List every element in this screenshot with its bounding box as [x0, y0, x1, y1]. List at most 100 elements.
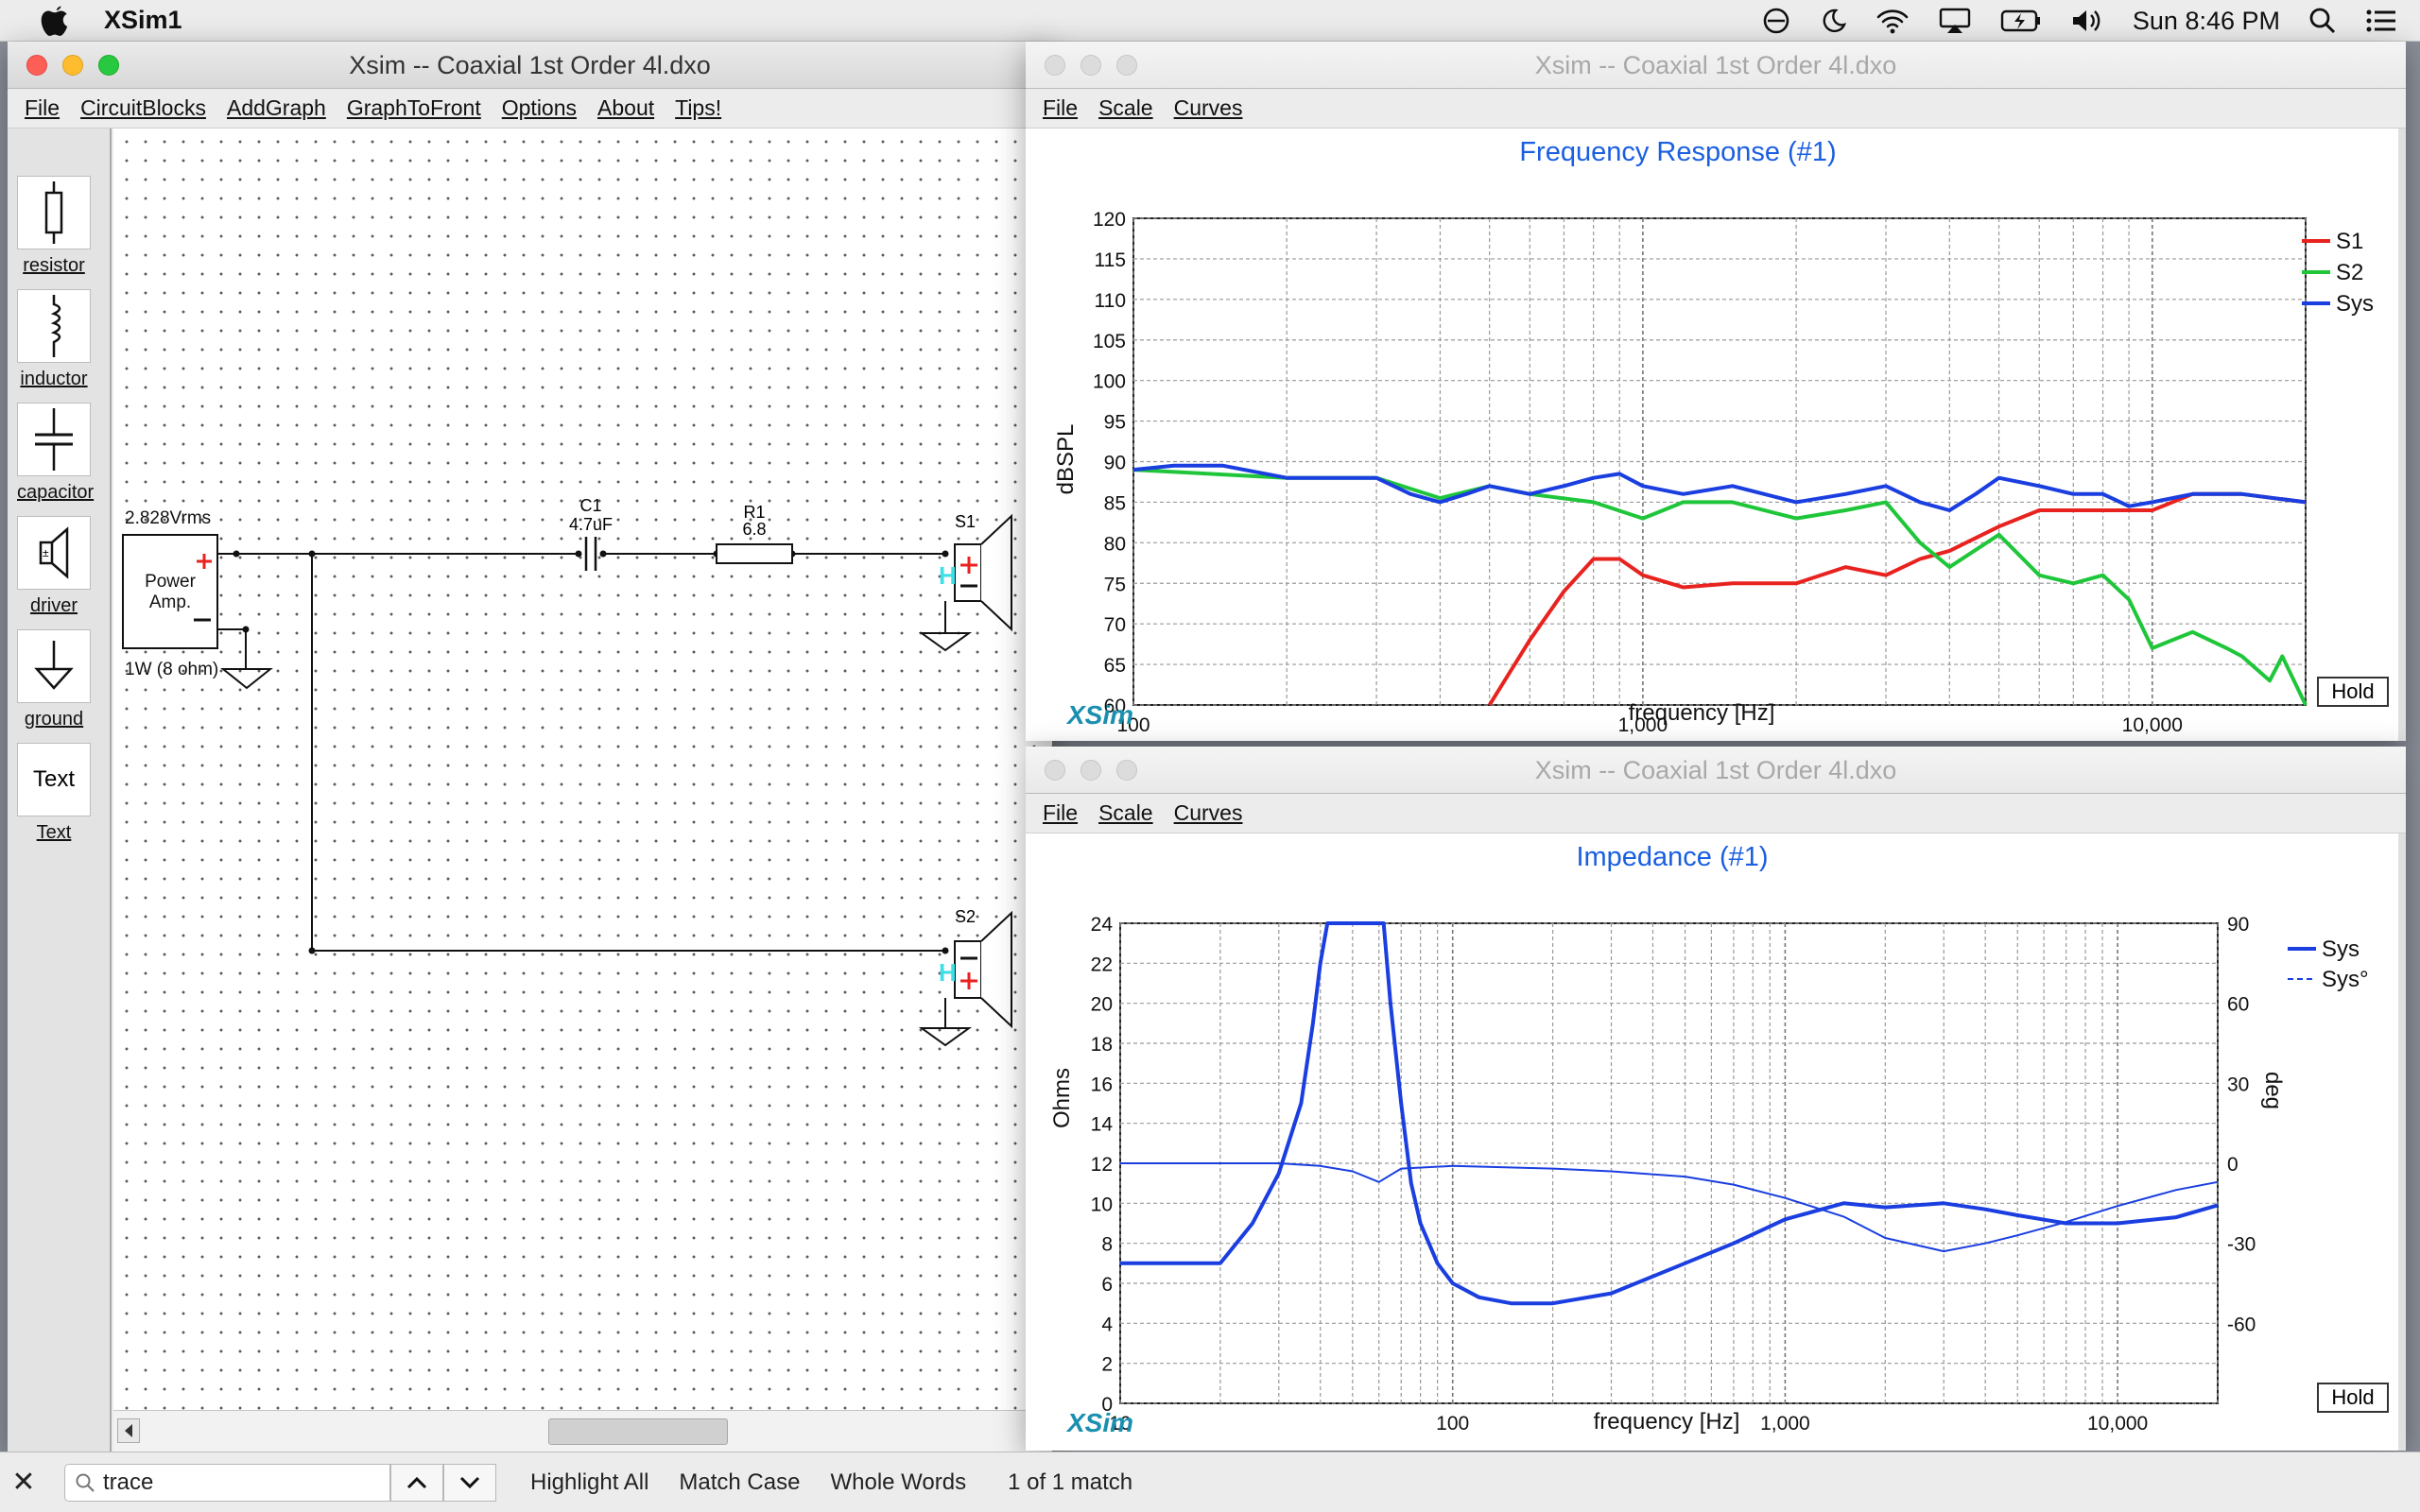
- inductor-icon[interactable]: [17, 289, 91, 363]
- imp-y-tick-label: 24: [1091, 914, 1114, 936]
- palette-capacitor-label[interactable]: capacitor: [17, 482, 95, 503]
- imp-series-sys-line: [1120, 1162, 2219, 1253]
- find-result-count: 1 of 1 match: [1008, 1469, 1133, 1495]
- imp-y-tick-label: 0: [1101, 1394, 1113, 1416]
- imp-y-tick-label: 4: [1101, 1314, 1113, 1335]
- canvas-horizontal-scrollbar[interactable]: [113, 1410, 1052, 1452]
- imp-x-tick-label: 10: [1109, 1413, 1131, 1435]
- imp-y-tick-label: 18: [1091, 1034, 1113, 1056]
- palette-inductor-label[interactable]: inductor: [20, 369, 88, 389]
- menu-addgraph[interactable]: AddGraph: [226, 95, 326, 120]
- find-previous-button[interactable]: [390, 1463, 443, 1502]
- circuit-canvas[interactable]: 2.828Vrms Power Amp. 1W (8 ohm): [113, 129, 1052, 1410]
- find-close-icon[interactable]: ✕: [11, 1467, 36, 1498]
- freq-x-tick-label: 10,000: [2122, 714, 2183, 736]
- menubar-clock[interactable]: Sun 8:46 PM: [2132, 6, 2280, 35]
- imp-window-titlebar[interactable]: Xsim -- Coaxial 1st Order 4l.dxo: [1026, 747, 2406, 794]
- find-search-field[interactable]: trace: [64, 1463, 390, 1502]
- component-palette: resistor inductor capacitor ± driver gro…: [8, 129, 112, 1452]
- driver-s1[interactable]: S1 H: [939, 512, 1012, 632]
- impedance-window: Xsim -- Coaxial 1st Order 4l.dxo File Sc…: [1026, 747, 2406, 1451]
- menu-file[interactable]: File: [25, 95, 60, 120]
- freq-close-button[interactable]: [1045, 55, 1065, 76]
- palette-driver-label[interactable]: driver: [29, 595, 78, 616]
- palette-capacitor[interactable]: capacitor: [17, 403, 95, 504]
- match-case-toggle[interactable]: Match Case: [679, 1469, 801, 1495]
- notification-center-icon[interactable]: [2365, 8, 2397, 34]
- scroll-left-button[interactable]: [117, 1418, 140, 1443]
- capacitor-icon[interactable]: [17, 403, 91, 476]
- freq-legend-label: Sys: [2336, 291, 2374, 317]
- menu-circuitblocks[interactable]: CircuitBlocks: [80, 95, 206, 120]
- freq-menu-file[interactable]: File: [1043, 95, 1079, 120]
- battery-icon[interactable]: [2000, 9, 2042, 33]
- circuit-nodes: [233, 550, 949, 954]
- driver-s2[interactable]: S2 H: [939, 907, 1012, 1029]
- scroll-thumb[interactable]: [548, 1418, 728, 1445]
- imp-close-button[interactable]: [1045, 760, 1065, 781]
- freq-minimize-button[interactable]: [1080, 55, 1101, 76]
- imp-hold-button[interactable]: Hold: [2317, 1383, 2389, 1413]
- freq-zoom-button[interactable]: [1116, 55, 1137, 76]
- apple-icon[interactable]: [34, 0, 76, 42]
- app-name[interactable]: XSim1: [104, 6, 182, 34]
- volume-icon[interactable]: [2070, 7, 2104, 35]
- palette-text-label[interactable]: Text: [36, 822, 72, 843]
- palette-text[interactable]: Text Text: [17, 743, 91, 844]
- close-window-button[interactable]: [26, 55, 47, 76]
- imp-y2-tick-label: 60: [2227, 994, 2249, 1016]
- airplay-icon[interactable]: [1938, 7, 1972, 35]
- text-icon[interactable]: Text: [17, 743, 91, 816]
- moon-icon[interactable]: [1819, 7, 1847, 35]
- imp-zoom-button[interactable]: [1116, 760, 1137, 781]
- imp-x-tick-label: 1,000: [1760, 1413, 1810, 1435]
- freq-series: [1132, 463, 2308, 707]
- imp-x-tick-label: 10,000: [2087, 1413, 2148, 1435]
- imp-menu-curves[interactable]: Curves: [1173, 800, 1243, 825]
- spotlight-search-icon[interactable]: [2308, 7, 2337, 35]
- circuit-window-titlebar[interactable]: Xsim -- Coaxial 1st Order 4l.dxo: [8, 42, 1052, 89]
- ground-icon[interactable]: [17, 629, 91, 703]
- find-query[interactable]: trace: [103, 1469, 154, 1495]
- highlight-all-toggle[interactable]: Highlight All: [530, 1469, 649, 1495]
- imp-menu-file[interactable]: File: [1043, 800, 1079, 825]
- imp-y-tick-label: 2: [1101, 1354, 1113, 1376]
- freq-legend[interactable]: S1 S2 Sys: [2302, 229, 2374, 317]
- imp-legend[interactable]: Sys Sys°: [2288, 936, 2369, 992]
- freq-y-tick-label: 105: [1093, 331, 1126, 352]
- power-amp-block[interactable]: 2.828Vrms Power Amp. 1W (8 ohm): [122, 508, 218, 679]
- minimize-window-button[interactable]: [62, 55, 83, 76]
- menu-about[interactable]: About: [597, 95, 655, 120]
- wifi-icon[interactable]: [1876, 8, 1910, 34]
- palette-resistor-label[interactable]: resistor: [23, 255, 85, 276]
- menu-graphtofront[interactable]: GraphToFront: [346, 95, 481, 120]
- resistor-r1[interactable]: R1 6.8: [716, 503, 793, 564]
- imp-x-axis-label: frequency [Hz]: [1594, 1409, 1740, 1435]
- imp-y-tick-label: 20: [1091, 994, 1113, 1016]
- menu-options[interactable]: Options: [501, 95, 578, 120]
- menu-tips[interactable]: Tips!: [675, 95, 722, 120]
- palette-ground-label[interactable]: ground: [24, 709, 84, 730]
- resistor-icon[interactable]: [17, 176, 91, 249]
- freq-hold-button[interactable]: Hold: [2317, 677, 2389, 707]
- palette-inductor[interactable]: inductor: [17, 289, 91, 390]
- driver-icon[interactable]: ±: [17, 516, 91, 590]
- do-not-disturb-icon[interactable]: [1762, 7, 1790, 35]
- freq-menu-scale[interactable]: Scale: [1098, 95, 1153, 120]
- whole-words-toggle[interactable]: Whole Words: [830, 1469, 967, 1495]
- svg-text:±: ±: [43, 546, 49, 559]
- freq-window-titlebar[interactable]: Xsim -- Coaxial 1st Order 4l.dxo: [1026, 42, 2406, 89]
- freq-menu-curves[interactable]: Curves: [1173, 95, 1243, 120]
- zoom-window-button[interactable]: [98, 55, 119, 76]
- imp-legend-label: Sys°: [2322, 967, 2369, 992]
- imp-minimize-button[interactable]: [1080, 760, 1101, 781]
- capacitor-c1[interactable]: C1 4.7uF: [569, 496, 613, 573]
- palette-ground[interactable]: ground: [17, 629, 91, 730]
- palette-driver[interactable]: ± driver: [17, 516, 91, 617]
- freq-series-s1-line: [1488, 491, 2307, 707]
- freq-chart[interactable]: 60 65 70 75 80 85 90 95 100 105 110 115 120 100 1,000…: [1026, 129, 2406, 741]
- palette-resistor[interactable]: resistor: [17, 176, 91, 277]
- imp-menu-scale[interactable]: Scale: [1098, 800, 1153, 825]
- find-next-button[interactable]: [443, 1463, 496, 1502]
